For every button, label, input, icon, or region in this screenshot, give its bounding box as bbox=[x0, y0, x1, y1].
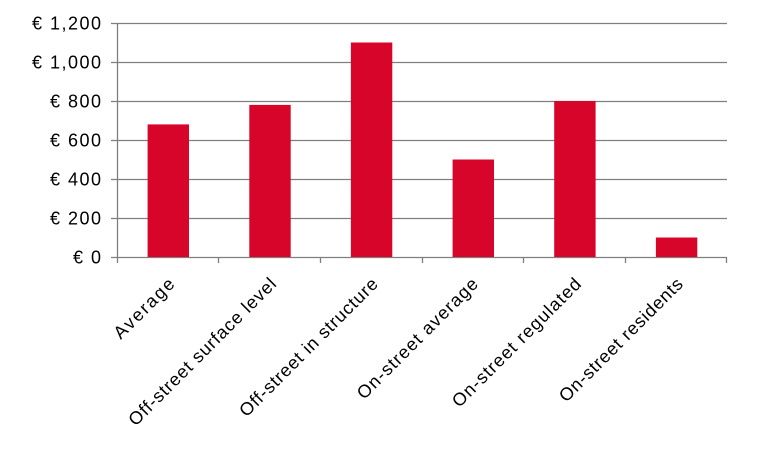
svg-text:Average: Average bbox=[109, 273, 179, 343]
svg-text:€ 200: € 200 bbox=[50, 209, 103, 229]
svg-text:€ 1,200: € 1,200 bbox=[32, 14, 103, 34]
svg-text:€ 1,000: € 1,000 bbox=[32, 53, 103, 73]
svg-text:€ 800: € 800 bbox=[50, 92, 103, 112]
svg-text:€ 0: € 0 bbox=[73, 248, 103, 268]
svg-text:€ 600: € 600 bbox=[50, 131, 103, 151]
svg-text:€ 400: € 400 bbox=[50, 170, 103, 190]
